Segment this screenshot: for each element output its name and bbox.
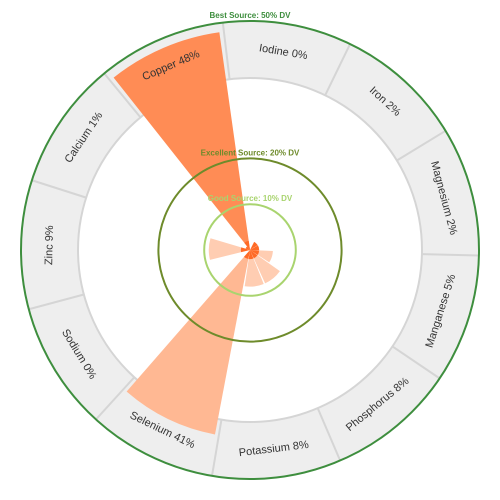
segment-divider [103,72,142,118]
threshold-label-1: Good Source: 10% DV [208,194,293,203]
threshold-ring-1 [203,203,297,297]
segment-divider [211,419,223,476]
outer-label-band [21,21,479,479]
inner-bar-calcium [245,246,250,250]
bars [113,32,280,435]
inner-bar-phosphorus [250,250,258,259]
segment-divider [391,345,441,380]
label-zinc: Zinc 9% [43,225,56,265]
segment-divider [28,293,85,311]
threshold-label-3: Best Source: 50% DV [210,11,292,20]
threshold-label-2: Excellent Source: 20% DV [201,148,300,157]
inner-bar-magnesium [250,245,260,251]
threshold-ring-3 [20,20,480,480]
inner-bar-zinc [240,247,250,253]
bar-potassium [244,250,264,287]
segment-divider [31,179,87,199]
segment-divider [396,129,447,162]
threshold-rings: Good Source: 10% DV Excellent Source: 20%… [20,11,480,480]
inner-bar-selenium [243,250,250,259]
segment-divider [221,22,231,80]
inner-bar-iron [250,241,258,250]
bar-phosphorus [250,250,280,284]
segment-divider [324,43,351,96]
segment-divider [421,253,479,257]
bar-copper [113,32,250,251]
bar-selenium [126,250,250,435]
bar-zinc [208,238,250,260]
segment-divider [316,407,342,461]
inner-bar-copper [244,240,250,250]
band-inner-edge [77,77,423,423]
threshold-ring-2 [157,157,343,343]
inner-bar-potassium [248,250,254,260]
segment-divider [95,376,136,421]
inner-bars [240,240,260,260]
inner-bar-manganese [250,250,260,255]
